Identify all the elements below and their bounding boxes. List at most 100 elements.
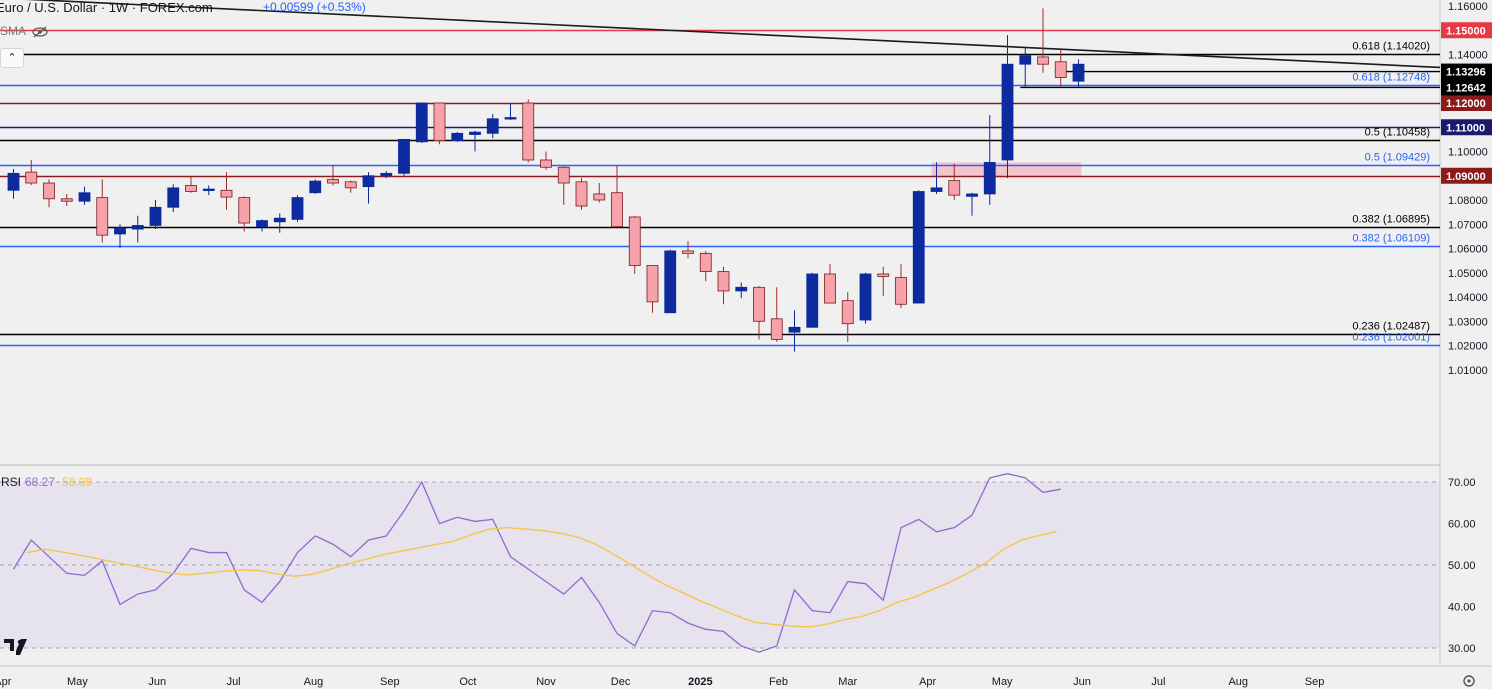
price-tick-label: 1.14000 [1448, 50, 1488, 62]
price-tick-label: 1.01000 [1448, 365, 1488, 377]
price-tick-label: 1.07000 [1448, 219, 1488, 231]
price-tick-label: 1.05000 [1448, 268, 1488, 280]
time-tick-label: May [67, 676, 88, 688]
rsi-tick-label: 50.00 [1448, 560, 1476, 572]
fib-level-label: 0.618 (1.12748) [1352, 72, 1430, 84]
bull-candle [7, 172, 20, 191]
bull-candle [256, 220, 268, 228]
price-tick-label: 1.08000 [1448, 195, 1488, 207]
current-price-tag [1441, 79, 1492, 96]
time-tick-label: Jun [148, 676, 166, 688]
time-tick-label: Feb [769, 676, 788, 688]
level-price-tag [1441, 167, 1492, 184]
time-tick-label: Jun [1073, 676, 1091, 688]
symbol-title: Euro / U.S. Dollar · 1W · FOREX.com [0, 0, 213, 15]
time-tick-label: Jul [227, 676, 241, 688]
sma-indicator-label[interactable]: SMA [0, 24, 27, 38]
bear-candle [682, 250, 694, 254]
price-tick-label: 1.03000 [1448, 316, 1488, 328]
bear-candle [1037, 56, 1049, 65]
rsi-ma-line [27, 526, 1057, 628]
level-price-tag [1441, 95, 1492, 111]
level-price-tag-text: 1.11000 [1446, 122, 1485, 134]
bear-candle [25, 171, 38, 184]
time-tick-label: 2025 [688, 676, 712, 688]
bull-candle [273, 217, 286, 223]
fib-level-label: 0.618 (1.14020) [1352, 41, 1430, 53]
bear-candle [1054, 61, 1067, 78]
bull-candle [380, 172, 393, 177]
bear-candle [557, 166, 570, 184]
bull-candle [362, 175, 375, 188]
bear-candle [540, 159, 552, 168]
time-tick-label: Mar [838, 676, 857, 688]
time-tick-label: Nov [536, 676, 556, 688]
bear-candle [699, 252, 712, 272]
fib-level-label: 0.5 (1.09429) [1365, 152, 1430, 164]
price-tick-label: 1.02000 [1448, 341, 1488, 353]
current-price-tag-text: 1.12642 [1446, 82, 1486, 94]
bull-candle [1001, 63, 1014, 161]
bear-candle [327, 178, 339, 184]
bull-candle [1019, 55, 1032, 65]
level-price-tag-text: 1.09000 [1446, 171, 1486, 183]
bull-candle [788, 326, 801, 333]
price-change: +0.00599 (+0.53%) [263, 0, 366, 14]
bull-candle [859, 273, 872, 321]
rsi-line [12, 473, 1061, 653]
current-price-tag [1441, 63, 1492, 80]
time-tick-label: Dec [611, 676, 631, 688]
bull-candle [966, 193, 978, 197]
svg-text:RSI: RSI [1, 475, 21, 489]
collapse-legend-button[interactable]: ⌃ [0, 48, 24, 68]
rsi-ma-value: 58.09 [62, 475, 92, 489]
fib-level-label: 0.5 (1.10458) [1365, 127, 1430, 139]
rsi-legend: RSI 68.27 58.09 [1, 475, 92, 489]
bear-candle [522, 102, 535, 161]
bear-candle [824, 273, 836, 304]
bear-candle [575, 181, 588, 207]
bear-candle [877, 273, 890, 277]
bear-candle [185, 185, 197, 192]
fib-level-label: 0.382 (1.06109) [1352, 233, 1430, 245]
price-tick-label: 1.16000 [1448, 1, 1488, 13]
level-price-tag [1441, 22, 1492, 39]
current-price-tag-text: 1.13296 [1446, 67, 1486, 79]
time-tick-label: Sep [1305, 676, 1325, 688]
bull-candle [398, 138, 410, 174]
level-price-tag [1441, 119, 1492, 136]
bear-candle [43, 182, 55, 200]
level-price-tag-text: 1.15000 [1446, 25, 1486, 37]
bull-candle [114, 227, 126, 235]
bear-candle [895, 277, 907, 305]
price-tick-label: 1.04000 [1448, 292, 1488, 304]
chevron-up-icon: ⌃ [7, 52, 17, 64]
fib-level-label: 0.236 (1.02487) [1352, 321, 1430, 333]
bull-candle [131, 225, 144, 230]
bear-candle [220, 189, 233, 198]
settings-gear-icon[interactable] [1463, 675, 1475, 687]
tradingview-logo [4, 639, 27, 655]
bear-candle [841, 300, 854, 325]
bull-candle [202, 188, 215, 191]
rsi-tick-label: 40.00 [1448, 602, 1476, 614]
bear-candle [717, 271, 730, 292]
bull-candle [1072, 63, 1085, 82]
bull-candle [167, 187, 180, 208]
rsi-tick-label: 30.00 [1448, 643, 1476, 655]
time-tick-label: Apr [919, 676, 936, 688]
time-tick-label: Jul [1151, 676, 1165, 688]
price-tick-label: 1.10000 [1448, 147, 1488, 159]
time-tick-label: Sep [380, 676, 400, 688]
hide-eye-icon[interactable] [32, 25, 48, 38]
bull-candle [806, 273, 819, 328]
time-tick-label: Apr [0, 676, 12, 688]
bull-candle [912, 191, 925, 304]
rsi-tick-label: 60.00 [1448, 519, 1476, 531]
fib-level-label: 0.236 (1.02001) [1352, 332, 1430, 344]
bull-candle [664, 250, 677, 314]
bear-candle [948, 180, 961, 196]
bull-candle [415, 102, 428, 143]
bull-candle [451, 132, 464, 141]
bull-candle [149, 206, 162, 226]
